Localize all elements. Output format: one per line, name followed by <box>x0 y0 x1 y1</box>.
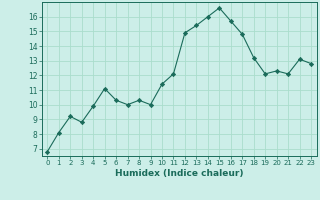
X-axis label: Humidex (Indice chaleur): Humidex (Indice chaleur) <box>115 169 244 178</box>
